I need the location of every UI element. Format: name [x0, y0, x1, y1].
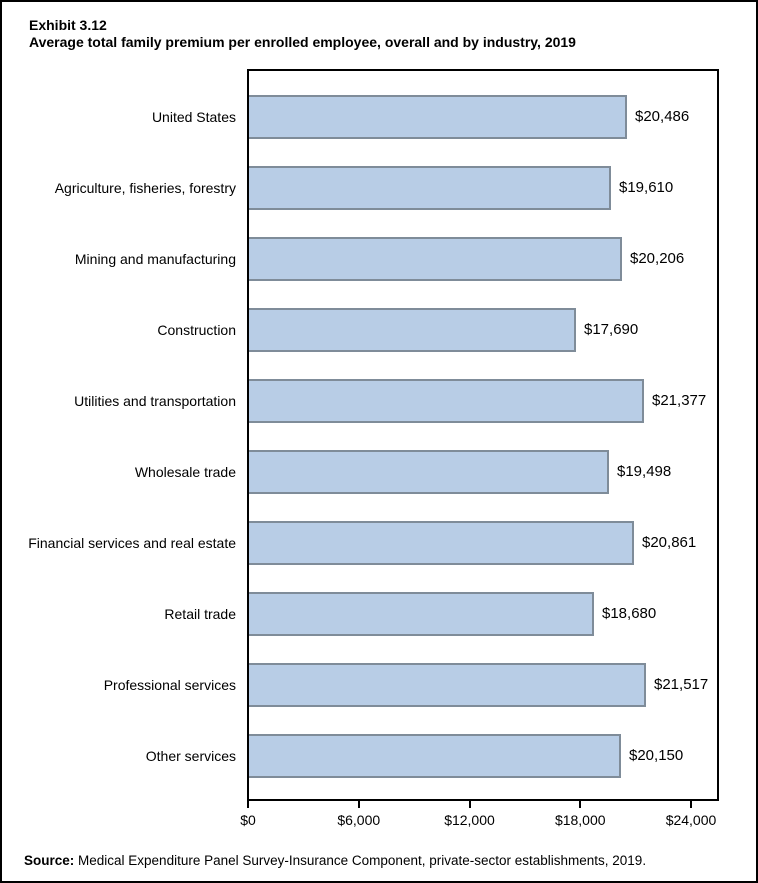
value-label: $20,486 [635, 108, 690, 125]
bar-row: $20,486 [249, 95, 717, 139]
bar [249, 308, 576, 352]
x-axis-tick [468, 801, 471, 808]
category-label: Agriculture, fisheries, forestry [54, 180, 236, 196]
bar [249, 592, 594, 636]
bar-row: $20,150 [249, 734, 717, 778]
chart-title-block: Exhibit 3.12 Average total family premiu… [29, 17, 576, 51]
x-axis: $0 $6,000 $12,000 $18,000 $24,000 [2, 801, 756, 835]
chart-title: Average total family premium per enrolle… [29, 34, 576, 50]
bar [249, 237, 622, 281]
exhibit-number: Exhibit 3.12 [29, 17, 107, 33]
value-label: $17,690 [584, 321, 639, 338]
value-label: $21,377 [652, 392, 707, 409]
plot-area: $20,486 $19,610 $20,206 $17,690 $21,377 $19,4… [247, 69, 719, 801]
bar [249, 166, 611, 210]
bar [249, 734, 621, 778]
bar [249, 663, 646, 707]
x-axis-tick-label: $0 [240, 812, 256, 828]
category-label: Retail trade [164, 606, 236, 622]
bar-row: $19,610 [249, 166, 717, 210]
category-label: Construction [157, 322, 236, 338]
category-label: United States [151, 109, 236, 125]
bar-row: $20,861 [249, 521, 717, 565]
x-axis-tick [690, 801, 692, 808]
bar-row: $18,680 [249, 592, 717, 636]
bar [249, 379, 644, 423]
value-label: $21,517 [654, 676, 709, 693]
source-label: Source: [24, 853, 75, 868]
x-axis-tick-label: $24,000 [665, 812, 717, 828]
bar-row: $19,498 [249, 450, 717, 494]
category-label: Other services [145, 748, 236, 764]
value-label: $20,861 [642, 534, 697, 551]
x-axis-tick [247, 801, 249, 808]
x-axis-tick-label: $12,000 [444, 812, 495, 828]
source-note: Source: Medical Expenditure Panel Survey… [24, 853, 646, 868]
x-axis-tick [579, 801, 582, 808]
value-label: $18,680 [602, 605, 657, 622]
bar [249, 521, 634, 565]
bar-row: $20,206 [249, 237, 717, 281]
category-label: Wholesale trade [134, 464, 236, 480]
category-label: Utilities and transportation [74, 393, 236, 409]
value-label: $20,206 [630, 250, 685, 267]
category-label: Mining and manufacturing [74, 251, 236, 267]
category-label: Financial services and real estate [28, 535, 236, 551]
x-axis-tick [357, 801, 360, 808]
x-axis-tick-label: $6,000 [337, 812, 381, 828]
bar-row: $17,690 [249, 308, 717, 352]
x-axis-tick-label: $18,000 [554, 812, 606, 828]
bar [249, 450, 609, 494]
value-label: $19,498 [617, 463, 672, 480]
value-label: $19,610 [619, 179, 674, 196]
source-text: Medical Expenditure Panel Survey-Insuran… [74, 853, 647, 868]
value-label: $20,150 [629, 747, 684, 764]
bar [249, 95, 627, 139]
bar-row: $21,377 [249, 379, 717, 423]
category-label: Professional services [103, 677, 236, 693]
bar-row: $21,517 [249, 663, 717, 707]
category-axis: United States Agriculture, fisheries, for… [2, 71, 239, 799]
